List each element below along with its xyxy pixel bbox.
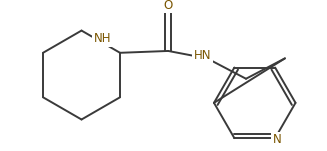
Text: N: N: [273, 133, 281, 146]
Text: HN: HN: [194, 49, 211, 62]
Text: O: O: [164, 0, 173, 12]
Text: NH: NH: [94, 32, 112, 45]
